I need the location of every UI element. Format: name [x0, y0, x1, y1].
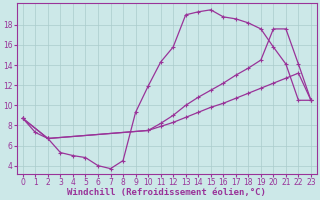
X-axis label: Windchill (Refroidissement éolien,°C): Windchill (Refroidissement éolien,°C) — [68, 188, 266, 197]
